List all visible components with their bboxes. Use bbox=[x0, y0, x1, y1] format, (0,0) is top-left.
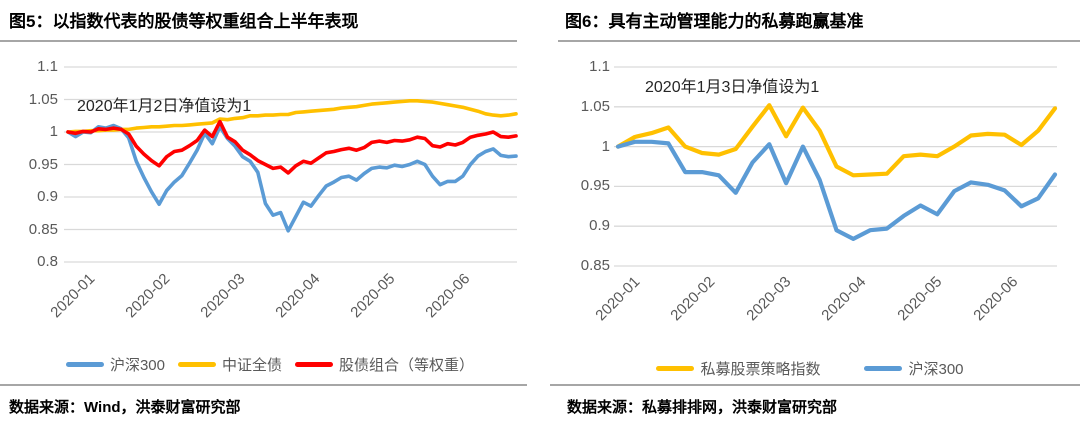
series-line-沪深300 bbox=[615, 139, 1058, 241]
figure5-plot-svg bbox=[64, 66, 518, 263]
legend-swatch bbox=[65, 362, 104, 367]
legend-item: 股债组合（等权重） bbox=[295, 354, 474, 375]
figure6-panel: 图6：具有主动管理能力的私募跑赢基准 1.1 1.05 1 0.95 0.9 0.85 20… bbox=[540, 0, 1080, 423]
figure5-panel: 图5：以指数代表的股债等权重组合上半年表现 1.1 1.05 1 0.95 0.9 0.8… bbox=[0, 12, 540, 417]
legend-label: 沪深300 bbox=[908, 361, 964, 378]
legend-swatch bbox=[864, 366, 903, 371]
figure5-source: 数据来源：Wind，洪泰财富研究部 bbox=[0, 384, 527, 417]
legend-item: 中证全债 bbox=[178, 354, 282, 375]
legend-swatch bbox=[295, 362, 334, 367]
series-line-中证全债 bbox=[66, 99, 518, 134]
figure5-legend: 沪深300 中证全债 股债组合（等权重） bbox=[0, 354, 540, 375]
figure6-annotation: 2020年1月3日净值设为1 bbox=[645, 79, 820, 96]
figure6-title-rule bbox=[558, 40, 1080, 42]
figure5-title-rule bbox=[0, 40, 517, 42]
figure5-annotation: 2020年1月2日净值设为1 bbox=[77, 98, 252, 115]
legend-item: 沪深300 bbox=[864, 358, 964, 379]
series-line-私募股票策略指数 bbox=[615, 103, 1058, 178]
figure5-title: 图5：以指数代表的股债等权重组合上半年表现 bbox=[9, 12, 359, 31]
figure6-plot-svg bbox=[614, 66, 1058, 267]
legend-swatch bbox=[178, 362, 216, 367]
figure6-source-text: 数据来源：私募排排网，洪泰财富研究部 bbox=[567, 399, 838, 416]
series-line-沪深300 bbox=[66, 123, 518, 233]
legend-item: 沪深300 bbox=[65, 354, 165, 375]
legend-label: 沪深300 bbox=[109, 357, 165, 374]
legend-label: 股债组合（等权重） bbox=[339, 357, 475, 374]
legend-label: 私募股票策略指数 bbox=[700, 361, 821, 378]
figure5-source-text: 数据来源：Wind，洪泰财富研究部 bbox=[9, 399, 241, 416]
legend-item: 私募股票策略指数 bbox=[656, 358, 820, 379]
figure6-title: 图6：具有主动管理能力的私募跑赢基准 bbox=[565, 12, 864, 31]
legend-swatch bbox=[656, 366, 695, 371]
legend-label: 中证全债 bbox=[222, 357, 283, 374]
series-line-股债组合（等权重） bbox=[66, 119, 518, 175]
figure6-source: 数据来源：私募排排网，洪泰财富研究部 bbox=[550, 384, 1080, 417]
figure6-legend: 私募股票策略指数 沪深300 bbox=[540, 358, 1080, 379]
